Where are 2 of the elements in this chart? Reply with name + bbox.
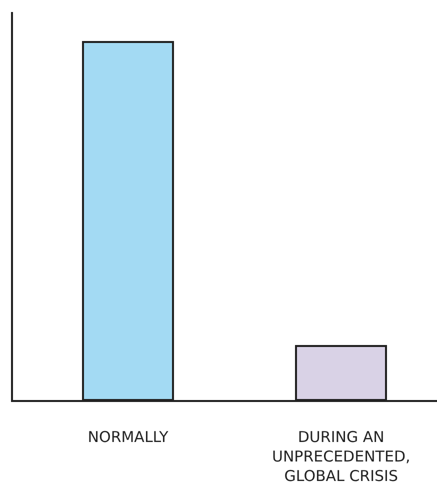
x-tick-label: DURING AN UNPRECEDENTED, GLOBAL CRISIS <box>272 428 410 485</box>
x-tick-label: NORMALLY <box>88 428 170 446</box>
